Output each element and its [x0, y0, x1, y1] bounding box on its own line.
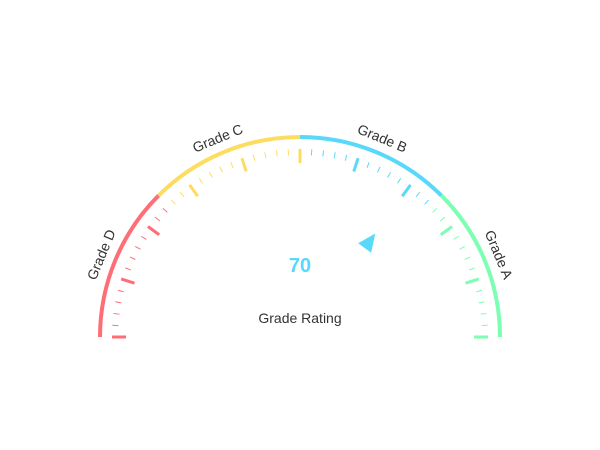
- gauge-minor-tick: [113, 312, 120, 315]
- gauge-minor-tick: [464, 256, 471, 260]
- gauge-ticks: [112, 149, 488, 339]
- gauge-band-grade-a: [440, 194, 502, 338]
- gauge-major-tick: [120, 277, 135, 285]
- gauge-pointer: [358, 233, 376, 253]
- gauge-minor-tick: [275, 150, 278, 157]
- gauge-major-tick: [240, 157, 248, 172]
- gauge-minor-tick: [125, 267, 131, 271]
- gauge-minor-tick: [333, 152, 336, 159]
- gauge-major-tick: [188, 184, 199, 198]
- gauge-minor-tick: [230, 162, 234, 168]
- gauge-major-tick: [352, 157, 360, 172]
- gauge-minor-tick: [432, 207, 438, 213]
- gauge-minor-tick: [377, 166, 381, 173]
- gauge-major-tick: [147, 225, 161, 236]
- gauge-minor-tick: [459, 245, 465, 250]
- grade-label-grade-d: Grade D: [84, 227, 119, 282]
- gauge-minor-tick: [179, 191, 185, 198]
- gauge-minor-tick: [129, 256, 136, 260]
- gauge-band-grade-d: [98, 194, 160, 338]
- gauge-minor-tick: [415, 191, 421, 198]
- grade-label-grade-b: Grade B: [355, 121, 409, 156]
- gauge-minor-tick: [115, 301, 122, 304]
- gauge-minor-tick: [264, 152, 267, 159]
- gauge-minor-tick: [478, 301, 485, 304]
- grade-label-grade-c: Grade C: [190, 121, 245, 156]
- gauge-minor-tick: [480, 312, 487, 315]
- gauge-minor-tick: [135, 245, 141, 250]
- grade-label-grade-a: Grade A: [482, 228, 517, 282]
- gauge-minor-tick: [154, 216, 161, 222]
- gauge-minor-tick: [344, 154, 348, 161]
- gauge-minor-tick: [322, 150, 325, 157]
- gauge-major-tick: [439, 225, 453, 236]
- gauge-minor-tick: [397, 177, 402, 184]
- gauge-minor-tick: [424, 199, 430, 205]
- gauge-value: 70: [289, 255, 311, 277]
- gauge-minor-tick: [208, 172, 213, 178]
- gauge-minor-tick: [476, 289, 483, 293]
- gauge-minor-tick: [439, 216, 446, 222]
- gauge-minor-tick: [219, 166, 223, 173]
- gauge-band-grade-b: [299, 135, 443, 197]
- gauge-title: Grade Rating: [258, 310, 341, 326]
- gauge-minor-tick: [162, 207, 168, 213]
- gauge-minor-tick: [170, 199, 176, 205]
- gauge-minor-tick: [140, 235, 147, 240]
- gauge-minor-tick: [453, 235, 460, 240]
- gauge-major-tick: [401, 184, 412, 198]
- gauge-bands: [98, 135, 502, 338]
- gauge-band-grade-c: [157, 135, 301, 197]
- gauge-major-tick: [465, 277, 480, 285]
- gauge-minor-tick: [366, 162, 370, 168]
- gauge-minor-tick: [469, 267, 475, 271]
- gauge-minor-tick: [387, 172, 392, 178]
- gauge-minor-tick: [117, 289, 124, 293]
- gauge-minor-tick: [198, 177, 203, 184]
- gauge-minor-tick: [252, 154, 256, 161]
